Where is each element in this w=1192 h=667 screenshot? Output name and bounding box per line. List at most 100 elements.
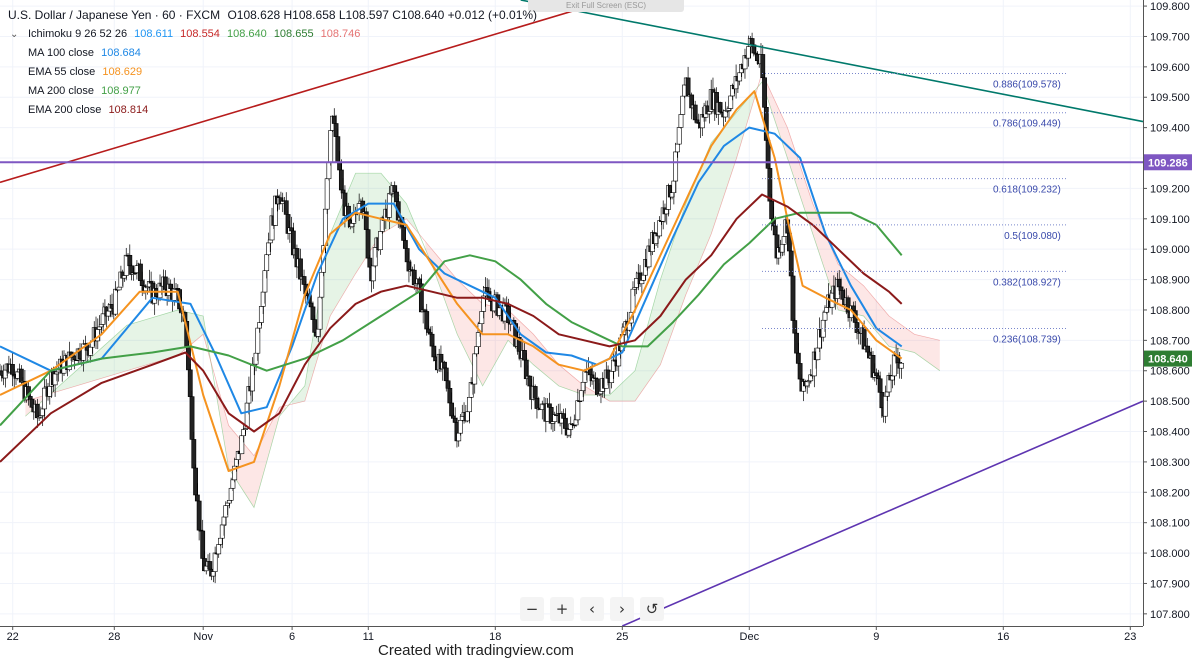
candle-body [378, 231, 383, 251]
candle-body [678, 114, 684, 128]
ma-line [0, 211, 903, 427]
price-tick-label: 108.700 [1150, 335, 1190, 347]
candle-body [194, 494, 200, 502]
indicator-label: EMA 200 close [28, 104, 102, 116]
ichimoku-value: 108.554 [180, 28, 220, 40]
price-tick-label: 109.000 [1150, 244, 1190, 256]
last-price-badge: 108.640 [1148, 354, 1188, 366]
horizontal-line-price-badge-bg [1144, 154, 1192, 171]
price-tick-label: 108.000 [1150, 548, 1190, 560]
time-tick-label: Nov [193, 631, 213, 643]
time-tick-label: 25 [616, 631, 628, 643]
candle-body [442, 361, 447, 369]
time-tick-label: 28 [108, 631, 120, 643]
time-tick-label: 23 [1124, 631, 1136, 643]
indicator-ma100[interactable]: MA 100 close 108.684 [8, 44, 537, 63]
ichimoku-label: Ichimoku 9 26 52 26 [28, 28, 128, 40]
candle-body [216, 544, 222, 555]
cloud-segment [603, 89, 756, 402]
indicator-ema200[interactable]: EMA 200 close 108.814 [8, 101, 537, 120]
candle-body [899, 362, 904, 369]
candle-body [317, 296, 323, 330]
trendline [0, 0, 610, 184]
grid-lines [0, 0, 1143, 626]
candle-body [676, 127, 682, 145]
fib-level-label: 0.382(108.927) [993, 277, 1061, 288]
candle-body [386, 193, 392, 218]
moving-average-lines [0, 90, 903, 472]
candle-body [466, 397, 472, 413]
price-tick-label: 108.200 [1150, 487, 1190, 499]
price-tick-label: 108.500 [1150, 396, 1190, 408]
ichimoku-value: 108.611 [134, 28, 174, 40]
ichimoku-value: 108.640 [226, 28, 267, 40]
trendline [520, 0, 1144, 123]
fib-level-label: 0.618(109.232) [993, 185, 1061, 196]
indicator-label: MA 100 close [28, 47, 95, 59]
ichimoku-value: 108.746 [320, 28, 361, 40]
candle-body [765, 140, 771, 169]
candle-body [191, 439, 197, 469]
price-tick-label: 109.700 [1150, 31, 1190, 43]
candle-body [877, 378, 883, 393]
scroll-right-button[interactable]: › [610, 597, 634, 621]
candle-body [458, 419, 463, 434]
price-tick-label: 108.100 [1150, 518, 1190, 530]
time-tick-label: 18 [489, 631, 501, 643]
horizontal-line-price-badge: 109.286 [1148, 157, 1188, 169]
indicator-ma200[interactable]: MA 200 close 108.977 [8, 82, 537, 101]
time-tick-label: Dec [740, 631, 760, 643]
price-tick-label: 108.600 [1150, 366, 1190, 378]
time-tick-label: 9 [873, 631, 879, 643]
fib-level-label: 0.886(109.578) [993, 80, 1061, 91]
price-tick-label: 108.900 [1150, 275, 1190, 287]
cloud-segment [50, 310, 210, 394]
candle-body [790, 275, 796, 321]
candle-body [113, 288, 118, 315]
price-tick-label: 107.900 [1150, 578, 1190, 590]
price-tick-label: 107.800 [1150, 609, 1190, 621]
candle-body [324, 178, 330, 210]
chart-navigation-toolbar: − + ‹ › ↺ [520, 597, 664, 621]
candle-body [264, 254, 270, 272]
candle-body [328, 130, 334, 163]
fib-level-label: 0.786(109.449) [993, 119, 1061, 130]
candle-body [792, 320, 798, 334]
zoom-out-button[interactable]: − [520, 597, 544, 621]
price-tick-label: 109.400 [1150, 123, 1190, 135]
price-tick-label: 108.400 [1150, 427, 1190, 439]
chart-legend: U.S. Dollar / Japanese Yen · 60 · FXCM O… [8, 6, 537, 120]
symbol-title-row: U.S. Dollar / Japanese Yen · 60 · FXCM O… [8, 6, 537, 25]
indicator-ema55[interactable]: EMA 55 close 108.629 [8, 63, 537, 82]
price-tick-label: 109.600 [1150, 62, 1190, 74]
exit-full-screen-button[interactable]: Exit Full Screen (ESC) [528, 0, 684, 12]
zoom-in-button[interactable]: + [550, 597, 574, 621]
chevron-down-icon[interactable]: ⌄ [10, 29, 19, 40]
indicator-value: 108.629 [102, 66, 143, 78]
price-tick-label: 109.800 [1150, 1, 1190, 13]
ma-line [0, 193, 903, 463]
time-tick-label: 11 [363, 631, 374, 643]
price-tick-label: 109.100 [1150, 214, 1190, 226]
ma-line [0, 90, 903, 472]
indicator-label: EMA 55 close [28, 66, 96, 78]
price-tick-label: 108.300 [1150, 457, 1190, 469]
reset-chart-button[interactable]: ↺ [640, 597, 664, 621]
symbol-title: U.S. Dollar / Japanese Yen · 60 · FXCM [8, 8, 221, 22]
time-tick-label: 6 [289, 631, 295, 643]
candle-body [575, 400, 581, 421]
candle-body [267, 239, 273, 244]
time-tick-label: 16 [997, 631, 1009, 643]
price-axis-background [1143, 0, 1192, 667]
indicator-label: MA 200 close [28, 85, 95, 97]
price-tick-label: 108.800 [1150, 305, 1190, 317]
candle-body [838, 286, 844, 291]
ichimoku-value: 108.655 [273, 28, 314, 40]
cloud-segment [215, 379, 286, 508]
indicator-value: 108.977 [101, 85, 141, 97]
scroll-left-button[interactable]: ‹ [580, 597, 604, 621]
last-price-badge-bg [1144, 350, 1192, 367]
ichimoku-legend-row[interactable]: ⌄ Ichimoku 9 26 52 26 108.611 108.554 10… [8, 25, 537, 44]
